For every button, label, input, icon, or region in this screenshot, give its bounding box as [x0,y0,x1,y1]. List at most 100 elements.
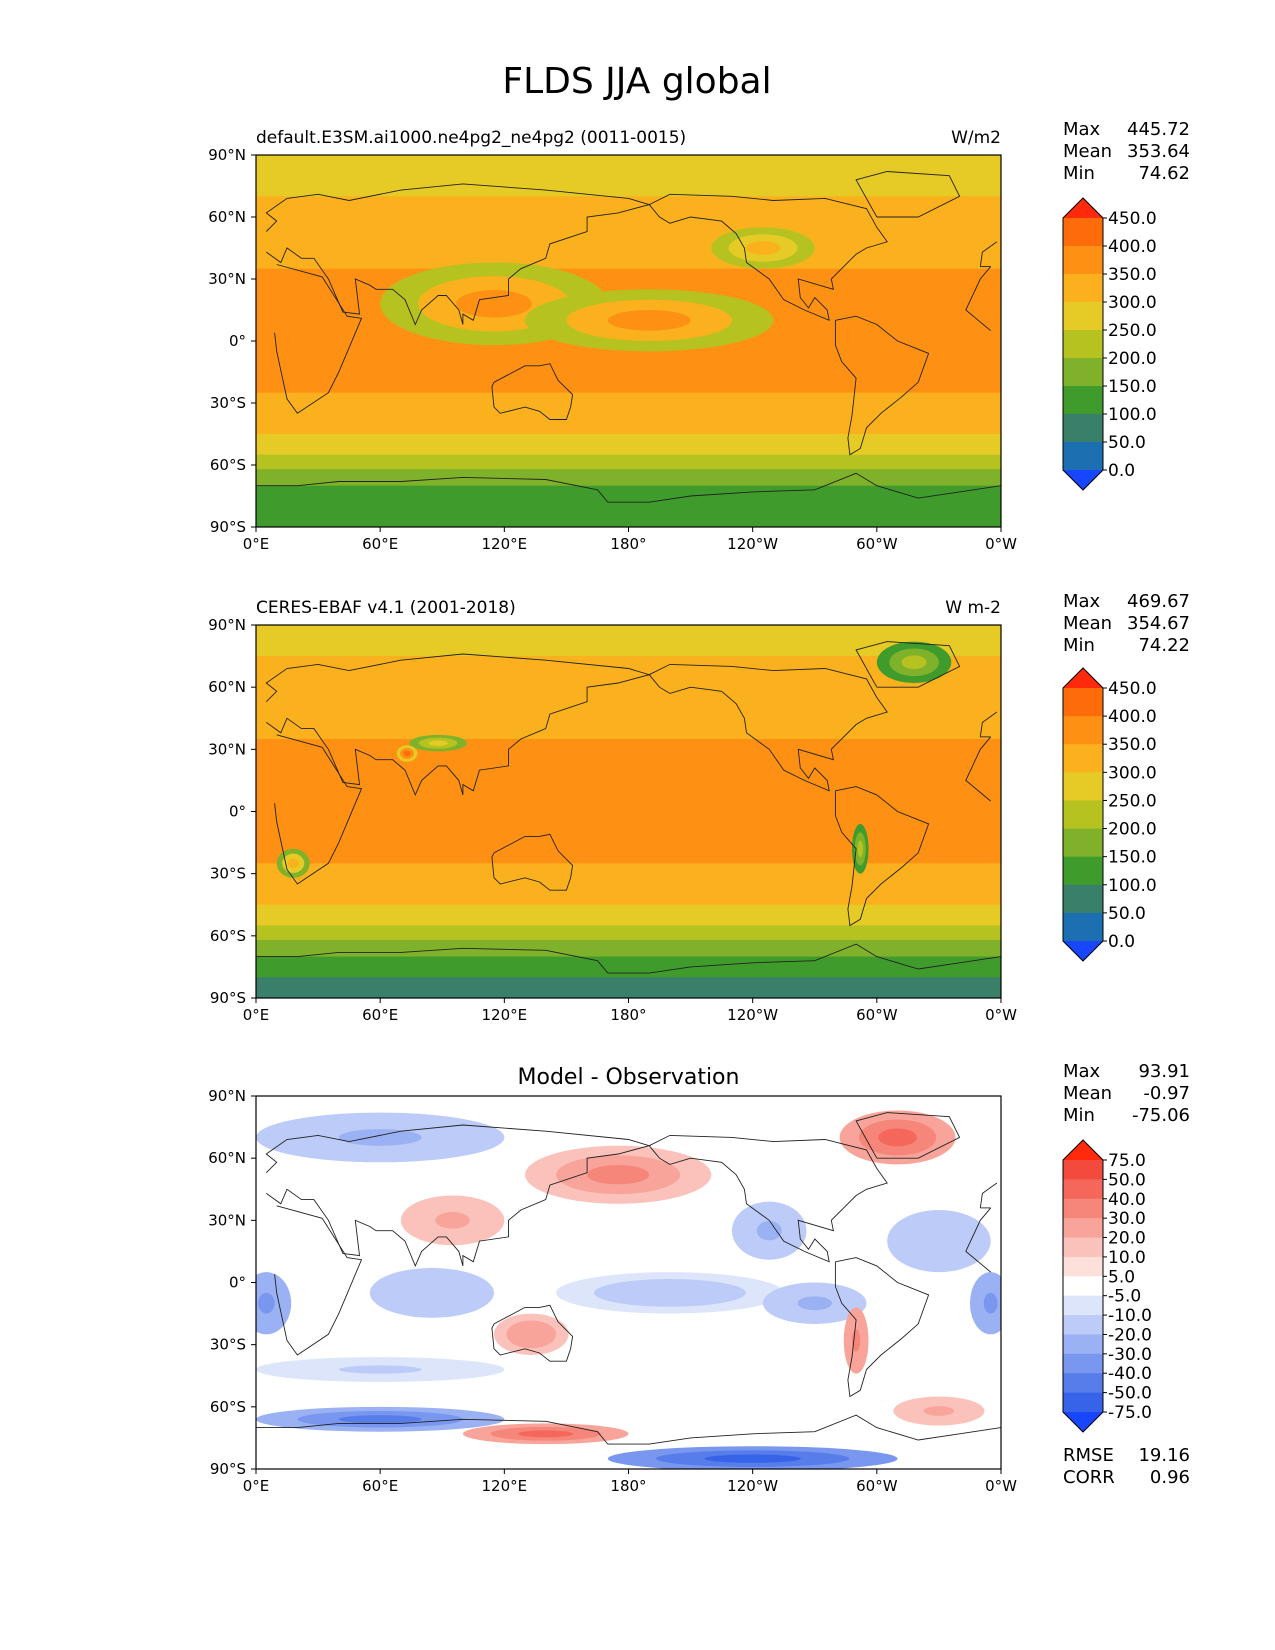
colorbar-label: 5.0 [1108,1267,1135,1287]
colorbar-label: 450.0 [1108,679,1157,699]
y-tick-label: 60°S [210,1398,246,1416]
coastline [648,193,888,322]
colorbar-label: -40.0 [1108,1364,1152,1384]
stat-value: 445.72 [1127,119,1190,140]
x-tick-label: 180° [610,1477,646,1495]
map-field [256,1096,1001,1469]
colorbar-bin [1063,274,1103,303]
coastline [979,711,998,737]
x-tick-label: 0°E [243,1477,270,1495]
coastline [265,653,651,797]
colorbar-bin [1063,1373,1103,1394]
stat-value: 353.64 [1127,141,1190,162]
field-patch [745,241,781,255]
field-patch [403,750,411,757]
coastline [491,833,574,891]
colorbar-bin [1063,386,1103,415]
colorbar-label: 200.0 [1108,349,1157,369]
x-tick-label: 60°E [362,1477,398,1495]
field-band [256,506,1001,527]
x-tick-label: 60°W [856,1006,898,1024]
colorbar-bin [1063,1256,1103,1277]
field-patch [756,1221,782,1241]
coastline [491,363,574,420]
colorbar-label: 350.0 [1108,265,1157,285]
field-band [256,863,1001,906]
y-tick-label: 60°S [210,456,246,474]
x-tick-label: 120°W [727,1477,778,1495]
colorbar-label: 0.0 [1108,932,1135,952]
colorbar-bin [1063,912,1103,942]
colorbar-label: 150.0 [1108,377,1157,397]
colorbar-bin [1063,1218,1103,1239]
colorbar-bin [1063,414,1103,443]
stat-label: Max [1063,119,1101,140]
field-band [256,625,1001,657]
field-patch [338,1129,422,1146]
coastline [834,315,930,456]
map-field [256,155,1001,527]
field-patch [923,1406,955,1416]
stat-label: Mean [1063,141,1112,162]
y-tick-label: 0° [229,332,246,350]
colorbar-label: 250.0 [1108,791,1157,811]
panel-subtitle: Model - Observation [518,1065,740,1090]
stat-value: 469.67 [1127,591,1190,612]
coastline-antarctica [256,472,1001,503]
footer-stat-label: RMSE [1063,1445,1114,1466]
field-band [256,956,1001,978]
colorbar-bin [1063,246,1103,275]
colorbar-label: -20.0 [1108,1325,1152,1345]
field-band [256,469,1001,487]
colorbar-extend-low [1063,941,1103,961]
coastline [979,1182,998,1208]
field-band [256,977,1001,998]
colorbar-label: 400.0 [1108,707,1157,727]
x-tick-label: 120°W [727,1006,778,1024]
field-patch [338,1365,422,1374]
panel-2: CERES-EBAF v4.1 (2001-2018) W m-2 0°E 60°E 1… [208,591,1190,1024]
colorbar-bin [1063,1334,1103,1355]
panel-3: Model - Observation 0°E 60°E 120°E 180° 120°W… [208,1061,1190,1495]
y-tick-label: 90°S [210,518,246,536]
colorbar-bin [1063,884,1103,914]
map-field [256,625,1001,998]
colorbar-label: 100.0 [1108,876,1157,896]
coastline [855,171,961,218]
colorbar-bin [1063,716,1103,745]
x-tick-label: 60°W [856,1477,898,1495]
field-patch [921,1230,957,1252]
stat-label: Max [1063,591,1101,612]
x-tick-label: 120°E [482,535,528,553]
colorbar-label: -10.0 [1108,1306,1152,1326]
field-patch [456,290,532,318]
x-tick-label: 0°W [985,1006,1017,1024]
x-tick-label: 120°E [482,1006,528,1024]
stat-label: Min [1063,635,1095,656]
colorbar-bin [1063,330,1103,359]
y-tick-label: 30°N [208,740,246,758]
coastline [834,1257,930,1398]
coastline [965,1207,992,1273]
field-patch [587,1165,650,1185]
coastline [274,264,363,414]
field-patch [797,1296,832,1311]
coastline-antarctica [256,1414,1001,1445]
field-patch [435,1212,470,1229]
colorbar-bin [1063,302,1103,331]
colorbar-bin [1063,688,1103,717]
x-tick-label: 0°W [985,1477,1017,1495]
colorbar-bin [1063,1315,1103,1335]
y-tick-label: 60°N [208,1149,246,1167]
colorbar-extend-high [1063,668,1103,688]
colorbar: 450.0 400.0 350.0 300.0 250.0 200.0 150.0 100.0… [1062,667,1157,962]
x-tick-label: 180° [610,535,646,553]
field-band [256,780,1001,833]
coastline [648,663,888,792]
colorbar-label: 150.0 [1108,848,1157,868]
coastline [265,183,651,326]
coastline [855,1112,961,1159]
x-tick-label: 60°E [362,1006,398,1024]
colorbar-bin [1063,1179,1103,1200]
colorbar-label: 40.0 [1108,1190,1146,1210]
